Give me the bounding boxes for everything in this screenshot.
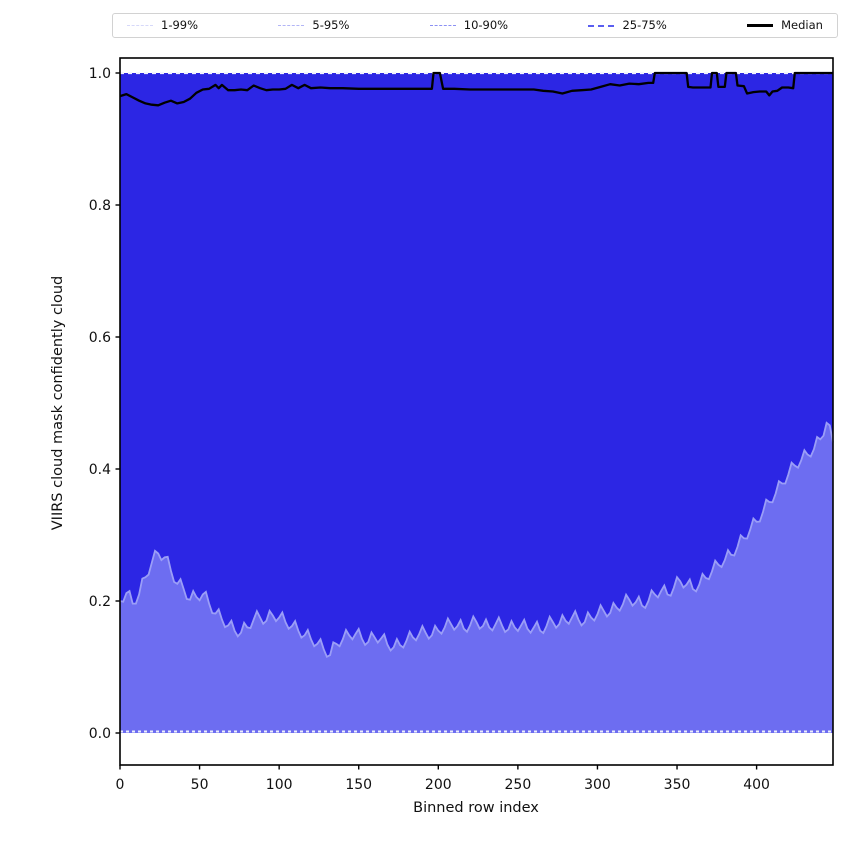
band-25-75 bbox=[120, 73, 833, 657]
band-light-lower-percentiles bbox=[120, 422, 833, 733]
legend-item-25-75-: 25-75% bbox=[588, 17, 667, 32]
legend-item-1-99-: 1-99% bbox=[127, 17, 199, 32]
legend-item-median: Median bbox=[747, 17, 823, 32]
legend-label: Median bbox=[781, 17, 823, 32]
x-tick-label: 400 bbox=[743, 777, 770, 793]
legend-item-10-90-: 10-90% bbox=[429, 17, 509, 32]
x-tick-label: 150 bbox=[345, 777, 372, 793]
y-tick-label: 0.0 bbox=[89, 726, 111, 742]
x-tick-label: 0 bbox=[116, 777, 125, 793]
percentile-bands bbox=[119, 73, 834, 733]
x-axis-label: Binned row index bbox=[413, 800, 539, 816]
x-tick-label: 200 bbox=[425, 777, 452, 793]
y-tick-label: 0.2 bbox=[89, 594, 111, 610]
legend-label: 5-95% bbox=[312, 17, 350, 32]
legend-line-sample bbox=[127, 25, 153, 26]
x-tick-label: 350 bbox=[664, 777, 691, 793]
axes-frame bbox=[119, 57, 834, 766]
legend-label: 1-99% bbox=[161, 17, 199, 32]
legend-line-sample bbox=[429, 25, 456, 26]
plot-border bbox=[119, 57, 834, 766]
legend-label: 10-90% bbox=[463, 17, 509, 32]
y-tick-labels: 0.0 0.2 0.4 0.6 0.8 1.0 bbox=[89, 66, 120, 742]
legend-item-5-95-: 5-95% bbox=[278, 17, 350, 32]
median-line bbox=[119, 71, 833, 107]
y-axis-label: VIIRS cloud mask confidently cloud bbox=[50, 276, 66, 530]
legend-line-sample bbox=[747, 24, 774, 27]
y-tick-label: 0.6 bbox=[89, 330, 111, 346]
x-tick-label: 250 bbox=[505, 777, 532, 793]
y-tick-label: 1.0 bbox=[89, 66, 111, 82]
y-tick-label: 0.4 bbox=[89, 462, 111, 478]
legend: 1-99% 5-95% 10-90% 25-75% Median bbox=[112, 13, 838, 38]
x-tick-labels: 0 50 100 150 200 250 300 350 400 bbox=[116, 765, 770, 793]
legend-line-sample bbox=[588, 24, 615, 27]
median-line-group bbox=[119, 71, 833, 107]
legend-label: 25-75% bbox=[622, 17, 667, 32]
x-tick-label: 100 bbox=[266, 777, 293, 793]
legend-line-sample bbox=[278, 25, 305, 26]
y-tick-label: 0.8 bbox=[89, 198, 111, 214]
x-tick-label: 300 bbox=[584, 777, 611, 793]
x-tick-label: 50 bbox=[191, 777, 209, 793]
band-fringe-edge bbox=[119, 421, 834, 659]
